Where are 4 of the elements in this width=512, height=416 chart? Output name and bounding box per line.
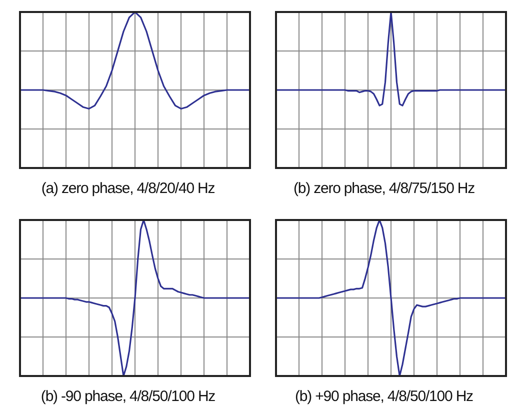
text: (a) zero phase, 4/8/20/40 Hz: [40, 180, 216, 197]
text: (b) +90 phase, 4/8/50/100 Hz: [294, 388, 474, 405]
text: (b) -90 phase, 4/8/50/100 Hz: [40, 388, 216, 405]
text: (b) zero phase, 4/8/75/150 Hz: [292, 180, 476, 197]
